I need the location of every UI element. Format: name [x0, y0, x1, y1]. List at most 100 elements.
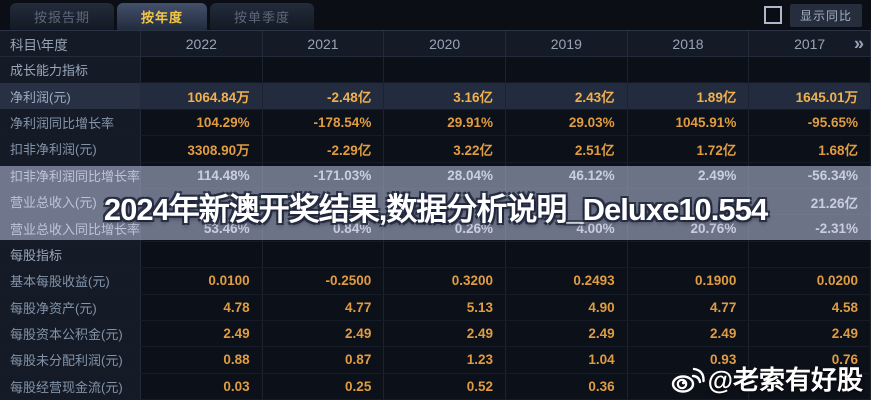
- value-cell: 5.13: [384, 294, 506, 320]
- table-row[interactable]: 每股净资产(元) 4.78 4.77 5.13 4.90 4.77 4.58: [0, 294, 871, 321]
- more-columns-arrow[interactable]: »: [853, 32, 864, 53]
- value-cell: 0.0200: [749, 268, 871, 294]
- value-cell: [749, 373, 871, 400]
- value-cell: 2.51亿: [505, 136, 628, 162]
- table-row[interactable]: 营业总收入(元) 21.26亿: [0, 188, 871, 216]
- value-cell: 0.2493: [505, 268, 628, 294]
- value-cell: 4.77: [262, 294, 385, 320]
- value-cell: 1.68亿: [749, 136, 871, 162]
- value-cell: 0.88: [141, 347, 263, 373]
- value-cell: 28.04%: [384, 162, 506, 188]
- value-cell: 1.04: [505, 347, 628, 373]
- row-label: 每股净资产(元): [0, 294, 141, 320]
- value-cell: 1.72亿: [627, 136, 750, 162]
- value-cell: 2.49: [141, 320, 263, 347]
- value-cell: [141, 57, 263, 83]
- value-cell: 20.76%: [627, 215, 750, 241]
- row-label: 成长能力指标: [0, 57, 141, 83]
- value-cell: 0.36: [505, 373, 628, 400]
- period-tabbar: 按报告期 按年度 按单季度 显示同比: [0, 0, 871, 30]
- value-cell: 53.46%: [141, 215, 263, 241]
- value-cell: -2.31%: [749, 215, 871, 241]
- value-cell: -56.34%: [749, 162, 871, 188]
- value-cell: [384, 241, 506, 268]
- row-label: 扣非净利润同比增长率: [0, 162, 141, 188]
- value-cell: 0.1900: [627, 268, 750, 294]
- year-column-header: 2018: [628, 31, 750, 56]
- table-row[interactable]: 扣非净利润(元) 3308.90万 -2.29亿 3.22亿 2.51亿 1.72亿 1.6…: [0, 136, 871, 163]
- value-cell: [627, 57, 750, 83]
- value-cell: 4.78: [141, 294, 263, 320]
- value-cell: [749, 57, 871, 83]
- value-cell: [262, 57, 385, 83]
- value-cell: 29.03%: [505, 109, 628, 136]
- value-cell: 46.12%: [505, 162, 628, 188]
- year-column-header: 2019: [506, 31, 628, 56]
- value-cell: 1.23: [384, 347, 506, 373]
- value-cell: 2.49: [749, 320, 871, 347]
- value-cell: [627, 188, 750, 215]
- value-cell: 104.29%: [141, 109, 263, 136]
- tab-by-year[interactable]: 按年度: [117, 3, 208, 30]
- value-cell: 0.76: [749, 347, 871, 373]
- value-cell: 1045.91%: [627, 109, 750, 136]
- year-column-header: 2017: [749, 31, 871, 56]
- value-cell: 0.84%: [262, 215, 385, 241]
- table-row[interactable]: 净利润(元) 1064.84万 -2.48亿 3.16亿 2.43亿 1.89亿 1645.…: [0, 83, 871, 110]
- row-label: 每股经营现金流(元): [0, 373, 141, 400]
- value-cell: [505, 241, 628, 268]
- table-body: 成长能力指标 净利润(元) 1064.84万 -2.48亿 3.16亿 2.43亿 1.89…: [0, 57, 871, 400]
- show-yoy-control: 显示同比: [763, 3, 862, 27]
- value-cell: 0.87: [262, 347, 385, 373]
- year-column-header: 2020: [384, 31, 506, 56]
- value-cell: 21.26亿: [749, 188, 871, 215]
- value-cell: 2.49: [262, 320, 385, 347]
- value-cell: -178.54%: [262, 109, 385, 136]
- row-label: 净利润同比增长率: [0, 109, 141, 136]
- value-cell: 0.0100: [141, 268, 263, 294]
- show-yoy-label[interactable]: 显示同比: [789, 3, 862, 27]
- row-label: 营业总收入(元): [0, 188, 141, 215]
- value-cell: [749, 241, 871, 268]
- row-label: 每股指标: [0, 241, 141, 268]
- value-cell: [505, 188, 628, 215]
- value-cell: [384, 188, 506, 215]
- value-cell: 2.49%: [627, 162, 750, 188]
- value-cell: -0.2500: [262, 268, 385, 294]
- value-cell: 114.48%: [141, 162, 263, 188]
- section-header-row: 成长能力指标: [0, 57, 871, 84]
- row-label: 每股资本公积金(元): [0, 320, 141, 347]
- value-cell: 2.43亿: [505, 83, 628, 109]
- year-column-header: 2021: [263, 31, 385, 56]
- value-cell: 3308.90万: [141, 136, 263, 162]
- value-cell: 2.49: [505, 320, 628, 347]
- value-cell: 2.49: [384, 320, 506, 347]
- table-row[interactable]: 每股资本公积金(元) 2.49 2.49 2.49 2.49 2.49 2.49: [0, 320, 871, 348]
- value-cell: 0.03: [141, 373, 263, 400]
- value-cell: [627, 373, 750, 400]
- corner-header: 科目\年度: [0, 31, 141, 56]
- table-row[interactable]: 扣非净利润同比增长率 114.48% -171.03% 28.04% 46.12% 2.4…: [0, 162, 871, 189]
- value-cell: -171.03%: [262, 162, 385, 188]
- value-cell: 0.3200: [384, 268, 506, 294]
- show-yoy-checkbox[interactable]: [763, 6, 782, 24]
- value-cell: [627, 241, 750, 268]
- tab-by-quarter[interactable]: 按单季度: [210, 3, 315, 30]
- tab-by-report-period[interactable]: 按报告期: [10, 3, 115, 30]
- value-cell: 2.49: [627, 320, 750, 347]
- table-row[interactable]: 营业总收入同比增长率 53.46% 0.84% 0.26% 4.00% 20.76% -2.…: [0, 215, 871, 242]
- row-label: 营业总收入同比增长率: [0, 215, 141, 241]
- value-cell: [141, 188, 263, 215]
- table-row[interactable]: 每股经营现金流(元) 0.03 0.25 0.52 0.36: [0, 373, 871, 400]
- value-cell: [505, 57, 628, 83]
- row-label: 每股未分配利润(元): [0, 347, 141, 373]
- table-row[interactable]: 每股未分配利润(元) 0.88 0.87 1.23 1.04 0.93 0.76: [0, 347, 871, 374]
- value-cell: 4.90: [505, 294, 628, 320]
- table-row[interactable]: 基本每股收益(元) 0.0100 -0.2500 0.3200 0.2493 0.1900…: [0, 268, 871, 295]
- value-cell: 4.58: [749, 294, 871, 320]
- row-label: 基本每股收益(元): [0, 268, 141, 294]
- table-row[interactable]: 净利润同比增长率 104.29% -178.54% 29.91% 29.03% 1045.…: [0, 109, 871, 137]
- value-cell: -2.48亿: [262, 83, 385, 109]
- table-header-row: 科目\年度 2022 2021 2020 2019 2018 2017»: [0, 30, 871, 57]
- value-cell: [384, 57, 506, 83]
